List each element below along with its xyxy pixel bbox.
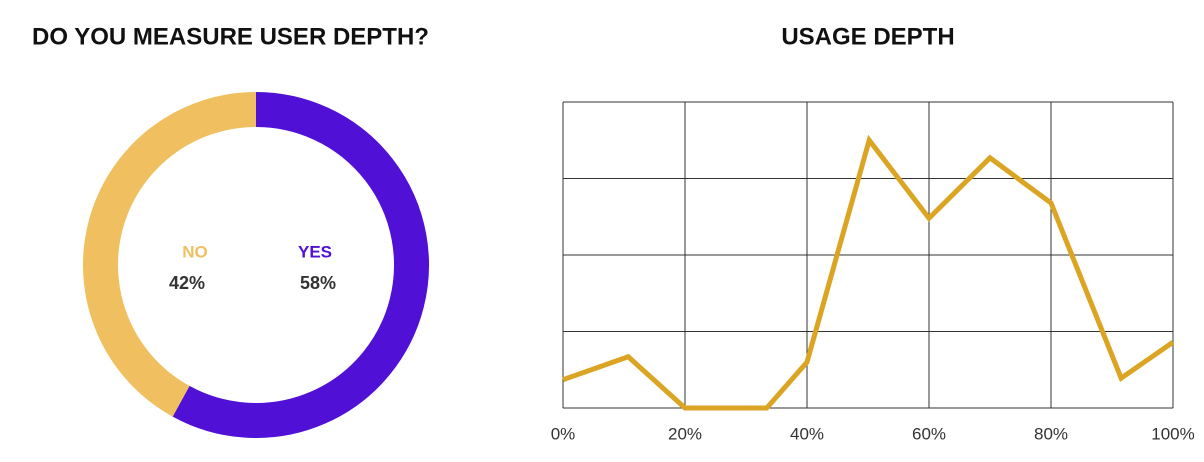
donut-segment <box>172 92 429 438</box>
category-label: YES <box>298 242 332 261</box>
donut-segment <box>83 92 257 417</box>
chart-title: USAGE DEPTH <box>781 23 954 50</box>
value-label: 42% <box>169 273 205 293</box>
x-tick-label: 100% <box>1151 424 1194 443</box>
x-tick-label: 0% <box>551 424 576 443</box>
category-label: NO <box>182 242 208 261</box>
data-line <box>562 134 1175 411</box>
x-tick-label: 80% <box>1034 424 1068 443</box>
x-tick-label: 60% <box>912 424 946 443</box>
x-tick-label: 20% <box>668 424 702 443</box>
x-tick-label: 40% <box>790 424 824 443</box>
value-label: 58% <box>300 273 336 293</box>
chart-title: DO YOU MEASURE USER DEPTH? <box>32 23 429 50</box>
